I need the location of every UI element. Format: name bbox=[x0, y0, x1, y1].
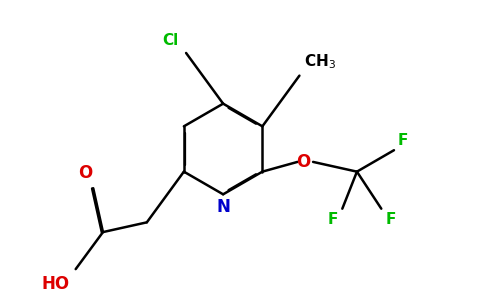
Text: HO: HO bbox=[42, 275, 70, 293]
Text: Cl: Cl bbox=[162, 33, 178, 48]
Text: F: F bbox=[398, 133, 408, 148]
Text: O: O bbox=[78, 164, 92, 182]
Text: F: F bbox=[385, 212, 395, 226]
Text: CH$_3$: CH$_3$ bbox=[304, 52, 336, 71]
Text: O: O bbox=[296, 153, 310, 171]
Text: F: F bbox=[328, 212, 338, 226]
Text: N: N bbox=[216, 198, 230, 216]
